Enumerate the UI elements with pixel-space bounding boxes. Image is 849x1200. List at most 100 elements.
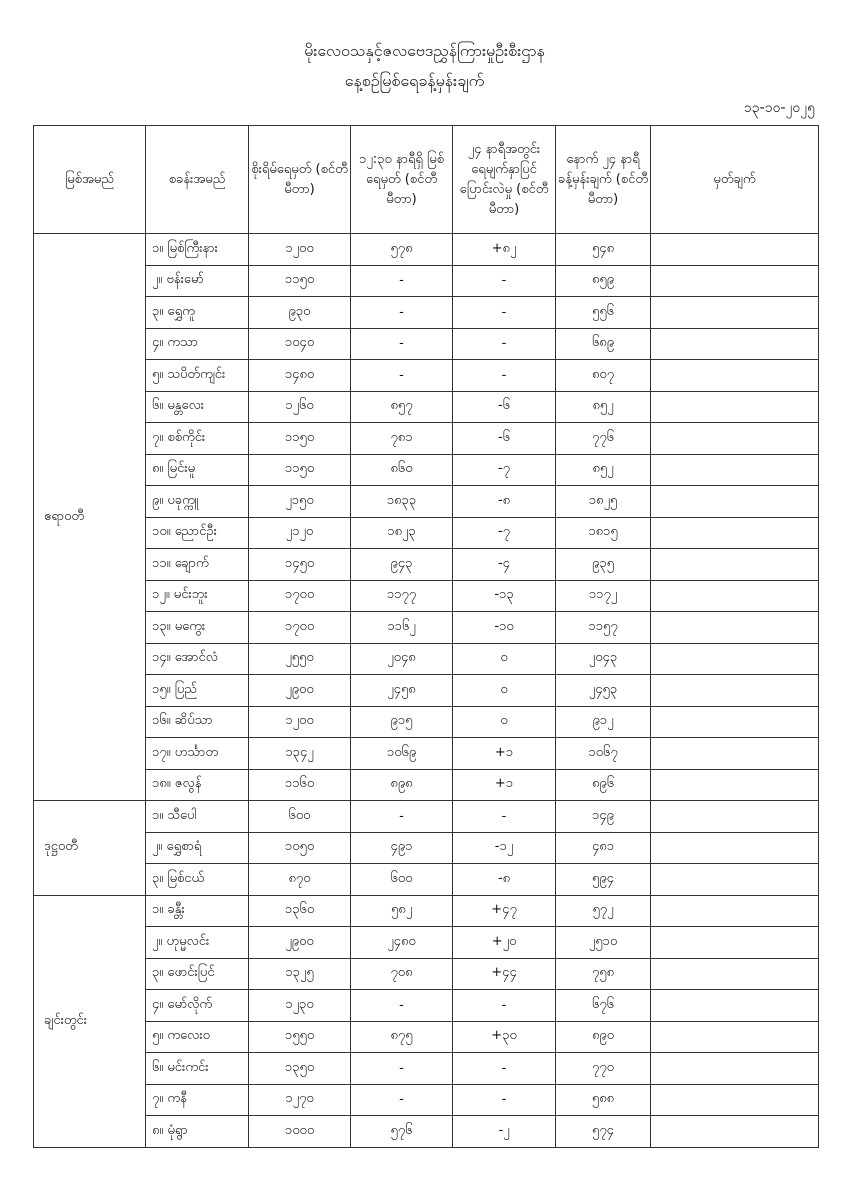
remarks: [650, 548, 819, 581]
header-danger-level: စိုးရိမ်ရေမှတ် (စင်တီမီတာ): [248, 125, 351, 234]
danger-level: ၁၁၆၀: [248, 768, 351, 801]
station-name: ၈။ မြင်းမူ: [145, 453, 249, 486]
remarks: [650, 894, 819, 927]
forecast-level: ၁၀၆၇: [555, 737, 651, 770]
table-row: ၂။ ရွှေစာရံ ၁၀၅၀ ၄၉၁ -၁၂ ၄၈၁: [34, 831, 819, 864]
current-level: -: [350, 989, 453, 1022]
level-change: -၆: [452, 422, 556, 455]
table-row: ၁၅။ ပြည် ၂၉၀၀ ၂၄၅၈၀၂၄၅၃: [34, 674, 819, 707]
remarks: [650, 800, 819, 833]
current-level: -: [350, 800, 453, 833]
current-level: ၈၆၀: [350, 453, 453, 486]
level-change: +၁: [452, 737, 556, 770]
forecast-level: ၇၅၈: [555, 957, 651, 990]
current-level: ၅၈၂: [350, 894, 453, 927]
station-name: ၁၆။ ဆိပ်သာ: [145, 705, 249, 738]
header-remarks: မှတ်ချက်: [650, 125, 819, 234]
remarks: [650, 485, 819, 518]
level-change: -၇: [452, 516, 556, 549]
danger-level: ၁၂၀၀: [248, 233, 351, 266]
table-row: ၃။ ရွှေကူ ၉၃၀- -၅၅၆: [34, 296, 819, 329]
current-level: ၅၇၆: [350, 1115, 453, 1148]
remarks: [650, 1115, 819, 1148]
forecast-level: ၈၅၂: [555, 453, 651, 486]
forecast-level: ၈၀၇: [555, 359, 651, 392]
level-change: -: [452, 327, 556, 360]
table-row: ၄။ မော်လိုက် ၁၂၃၀- -၆၇၆: [34, 989, 819, 1022]
forecast-level: ၈၉၆: [555, 768, 651, 801]
table-row: ၁၀။ ညောင်ဦး ၂၁၂၀ ၁၈၂၃ -၇ ၁၈၁၅: [34, 516, 819, 549]
station-name: ၆။ မန္တလေး: [145, 390, 249, 423]
remarks: [650, 642, 819, 675]
station-name: ၈။ မုံရွာ: [145, 1115, 249, 1148]
level-change: -: [452, 359, 556, 392]
danger-level: ၁၀၅၀: [248, 831, 351, 864]
station-name: ၂။ ဟုမ္မလင်း: [145, 926, 249, 959]
forecast-level: ၁၈၂၅: [555, 485, 651, 518]
forecast-level: ၄၈၁: [555, 831, 651, 864]
header-river: မြစ်အမည်: [33, 125, 146, 234]
current-level: ၈၉၈: [350, 768, 453, 801]
level-change: -၇: [452, 453, 556, 486]
station-name: ၄။ ကသာ: [145, 327, 249, 360]
remarks: [650, 1083, 819, 1116]
current-level: ၁၈၃၃: [350, 485, 453, 518]
station-name: ၃။ မြစ်ငယ်: [145, 863, 249, 896]
level-change: -၈: [452, 485, 556, 518]
remarks: [650, 516, 819, 549]
forecast-level: ၅၈၈: [555, 1083, 651, 1116]
level-change: ၀: [452, 642, 556, 675]
table-row: ဒုဋ္ဌဝတီ ၁။ သီပေါ ၆၀၀- -၁၄၉: [33, 800, 819, 896]
station-name: ၄။ မော်လိုက်: [145, 989, 249, 1022]
remarks: [650, 957, 819, 990]
table-row: ၇။ စစ်ကိုင်း ၁၁၅၀ ၇၈၁ -၆ ၇၇၆: [34, 422, 819, 455]
remarks: [650, 233, 819, 266]
level-change: -: [452, 264, 556, 297]
remarks: [650, 611, 819, 644]
remarks: [650, 705, 819, 738]
remarks: [650, 1020, 819, 1053]
station-name: ၁။ မြစ်ကြီးနား: [145, 233, 249, 266]
danger-level: ၁၁၅၀: [248, 453, 351, 486]
level-change: -၁၀: [452, 611, 556, 644]
table-row: ၉။ ပခုက္ကူ ၂၁၅၀ ၁၈၃၃ -၈ ၁၈၂၅: [34, 485, 819, 518]
table-row: ၃။ ဖောင်းပြင် ၁၃၂၅ ၇၀၈ +၄၄ ၇၅၈: [34, 957, 819, 990]
table-row: ၂။ ဗန်းမော် ၁၁၅၀- -၈၅၉: [34, 264, 819, 297]
remarks: [650, 926, 819, 959]
level-change: +၈၂: [452, 233, 556, 266]
current-level: ၂၀၄၈: [350, 642, 453, 675]
current-level: -: [350, 1083, 453, 1116]
remarks: [650, 863, 819, 896]
level-change: -၈: [452, 863, 556, 896]
forecast-level: ၁၁၅၇: [555, 611, 651, 644]
remarks: [650, 453, 819, 486]
level-change: -: [452, 1083, 556, 1116]
level-change: +၃၀: [452, 1020, 556, 1053]
danger-level: ၈၇၀: [248, 863, 351, 896]
station-name: ၁၃။ မကွေး: [145, 611, 249, 644]
danger-level: ၁၀၄၀: [248, 327, 351, 360]
level-change: ၀: [452, 705, 556, 738]
remarks: [650, 264, 819, 297]
remarks: [650, 1052, 819, 1085]
danger-level: ၁၄၈၀: [248, 359, 351, 392]
current-level: ၇၀၈: [350, 957, 453, 990]
level-change: -၆: [452, 390, 556, 423]
danger-level: ၁၅၅၀: [248, 1020, 351, 1053]
table-row: ၈။ မုံရွာ ၁၀၀၀ ၅၇၆ -၂ ၅၇၄: [34, 1115, 819, 1148]
station-name: ၁၁။ ချောက်: [145, 548, 249, 581]
level-change: +၂၀: [452, 926, 556, 959]
current-level: -: [350, 1052, 453, 1085]
current-level: ၈၇၅: [350, 1020, 453, 1053]
header-station: စခန်းအမည်: [145, 125, 249, 234]
danger-level: ၉၃၀: [248, 296, 351, 329]
danger-level: ၂၉၀၀: [248, 926, 351, 959]
remarks: [650, 390, 819, 423]
current-level: -: [350, 359, 453, 392]
current-level: ၉၁၅: [350, 705, 453, 738]
station-name: ၁၂။ မင်းဘူး: [145, 579, 249, 612]
department-title: မိုးလေဝသနှင့်ဇလဗေဒညွှန်ကြားမှုဦးစီးဌာန: [304, 41, 545, 60]
table-row: ၁၃။ မကွေး ၁၇၀၀ ၁၁၆၂ -၁၀ ၁၁၅၇: [34, 611, 819, 644]
table-row: ၄။ ကသာ ၁၀၄၀- -၆၈၉: [34, 327, 819, 360]
danger-level: ၂၉၀၀: [248, 674, 351, 707]
